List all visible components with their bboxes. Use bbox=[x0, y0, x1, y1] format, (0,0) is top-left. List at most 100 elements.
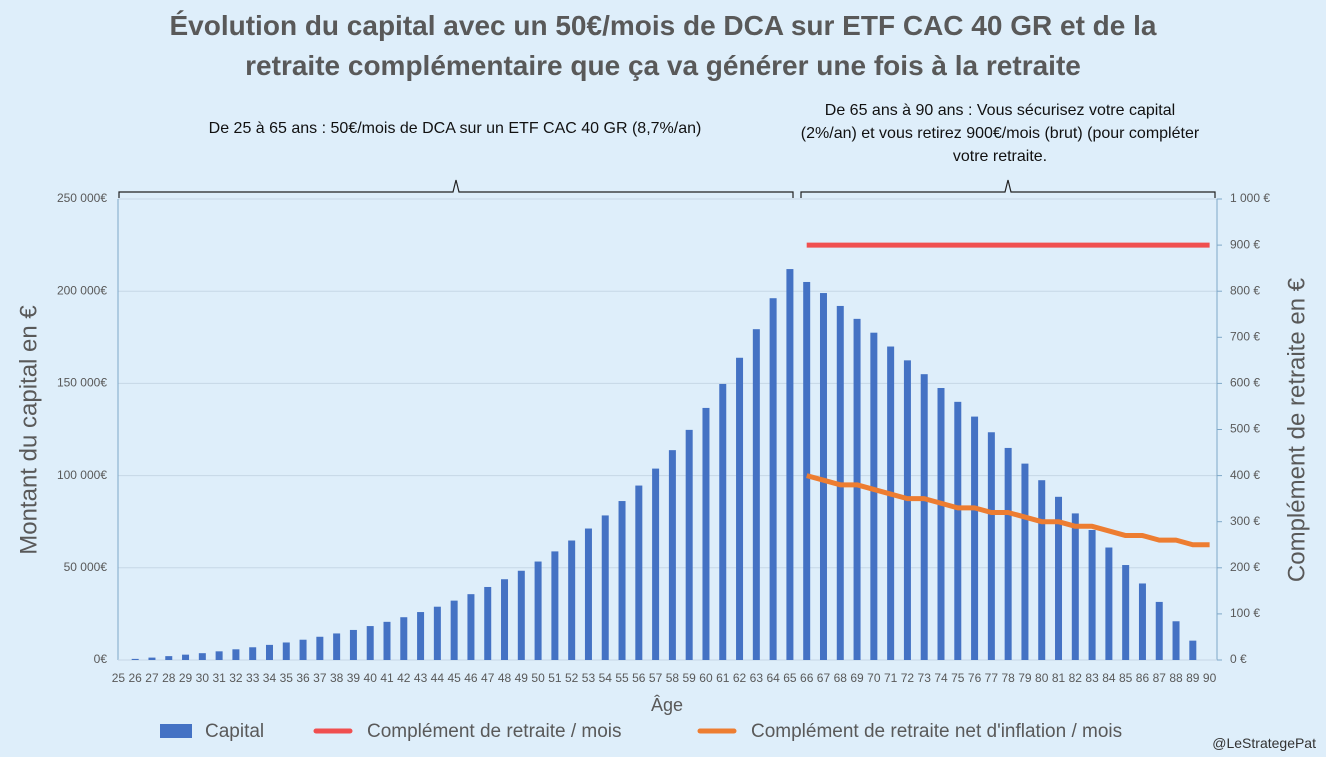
x-tick-label: 82 bbox=[1069, 671, 1083, 685]
y-tick-label: 0€ bbox=[94, 652, 108, 666]
bar bbox=[282, 642, 290, 660]
bar bbox=[752, 329, 760, 660]
x-tick-label: 42 bbox=[397, 671, 411, 685]
y-tick-label: 150 000€ bbox=[57, 376, 107, 390]
x-tick-label: 54 bbox=[599, 671, 613, 685]
credit: @LeStrategePat bbox=[1212, 735, 1316, 751]
y-axis-title: Montant du capital en € bbox=[15, 305, 42, 555]
y2-tick-label: 900 € bbox=[1230, 237, 1260, 251]
x-tick-label: 65 bbox=[783, 671, 797, 685]
bar bbox=[1122, 565, 1130, 660]
y-tick-label: 250 000€ bbox=[57, 191, 107, 205]
bar bbox=[299, 639, 307, 660]
bar bbox=[635, 485, 643, 660]
bar bbox=[1105, 547, 1113, 660]
x-tick-label: 26 bbox=[129, 671, 143, 685]
annotation: De 25 à 65 ans : 50€/mois de DCA sur un … bbox=[208, 120, 702, 137]
bar bbox=[987, 432, 995, 660]
bar bbox=[870, 332, 878, 660]
x-tick-label: 73 bbox=[918, 671, 932, 685]
x-tick-label: 90 bbox=[1203, 671, 1217, 685]
y2-tick-label: 700 € bbox=[1230, 329, 1260, 343]
y2-tick-label: 1 000 € bbox=[1230, 191, 1270, 205]
x-tick-label: 48 bbox=[498, 671, 512, 685]
x-axis-title: Âge bbox=[651, 695, 683, 715]
bar bbox=[819, 293, 827, 660]
y2-tick-label: 0 € bbox=[1230, 652, 1247, 666]
y2-tick-label: 800 € bbox=[1230, 283, 1260, 297]
bar bbox=[618, 501, 626, 660]
bar bbox=[1055, 496, 1063, 660]
y2-tick-label: 600 € bbox=[1230, 376, 1260, 390]
bar bbox=[366, 626, 374, 660]
x-tick-label: 64 bbox=[766, 671, 780, 685]
bar bbox=[652, 468, 660, 660]
x-tick-label: 85 bbox=[1119, 671, 1133, 685]
y2-axis-title: Complément de retraite en € bbox=[1283, 277, 1310, 582]
x-tick-label: 39 bbox=[347, 671, 361, 685]
bar bbox=[568, 540, 576, 660]
bar bbox=[349, 629, 357, 660]
bar bbox=[954, 401, 962, 660]
x-tick-label: 66 bbox=[800, 671, 814, 685]
x-tick-label: 62 bbox=[733, 671, 747, 685]
bar bbox=[131, 658, 139, 660]
x-tick-label: 53 bbox=[582, 671, 596, 685]
bar bbox=[584, 528, 592, 660]
x-tick-label: 47 bbox=[481, 671, 495, 685]
x-tick-label: 76 bbox=[968, 671, 982, 685]
x-tick-label: 78 bbox=[1001, 671, 1015, 685]
x-tick-label: 83 bbox=[1085, 671, 1099, 685]
bar bbox=[148, 657, 156, 660]
x-tick-label: 72 bbox=[901, 671, 915, 685]
bar bbox=[1155, 601, 1163, 660]
y-tick-label: 50 000€ bbox=[64, 560, 108, 574]
x-tick-label: 79 bbox=[1018, 671, 1032, 685]
bar bbox=[1038, 480, 1046, 660]
bar bbox=[383, 621, 391, 660]
x-tick-label: 86 bbox=[1136, 671, 1150, 685]
x-tick-label: 45 bbox=[447, 671, 461, 685]
y-tick-label: 200 000€ bbox=[57, 283, 107, 297]
x-tick-label: 38 bbox=[330, 671, 344, 685]
bar bbox=[668, 450, 676, 660]
bar bbox=[249, 647, 257, 660]
y2-tick-label: 100 € bbox=[1230, 606, 1260, 620]
bar bbox=[215, 651, 223, 660]
bar bbox=[803, 281, 811, 660]
x-tick-label: 30 bbox=[196, 671, 210, 685]
bar bbox=[433, 606, 441, 660]
x-tick-label: 46 bbox=[464, 671, 478, 685]
bar bbox=[232, 649, 240, 660]
legend-swatch bbox=[160, 724, 192, 738]
bar bbox=[786, 269, 794, 660]
bar bbox=[903, 360, 911, 660]
bar bbox=[265, 644, 273, 660]
x-tick-label: 61 bbox=[716, 671, 730, 685]
x-tick-label: 52 bbox=[565, 671, 579, 685]
bar bbox=[1071, 513, 1079, 660]
x-tick-label: 80 bbox=[1035, 671, 1049, 685]
annotation: De 65 ans à 90 ans : Vous sécurisez votr… bbox=[800, 102, 1200, 165]
x-tick-label: 81 bbox=[1052, 671, 1066, 685]
bar bbox=[450, 600, 458, 660]
x-tick-label: 88 bbox=[1169, 671, 1183, 685]
x-tick-label: 56 bbox=[632, 671, 646, 685]
x-tick-label: 68 bbox=[834, 671, 848, 685]
brace bbox=[118, 179, 794, 198]
x-tick-label: 50 bbox=[531, 671, 545, 685]
bar bbox=[769, 298, 777, 660]
bar bbox=[1172, 621, 1180, 660]
bar bbox=[484, 586, 492, 660]
x-tick-label: 55 bbox=[615, 671, 629, 685]
x-tick-label: 60 bbox=[699, 671, 713, 685]
brace bbox=[800, 179, 1216, 198]
x-tick-label: 28 bbox=[162, 671, 176, 685]
x-tick-label: 84 bbox=[1102, 671, 1116, 685]
bar bbox=[165, 656, 173, 660]
x-tick-label: 31 bbox=[212, 671, 226, 685]
x-tick-label: 41 bbox=[380, 671, 394, 685]
bar bbox=[1088, 529, 1096, 660]
